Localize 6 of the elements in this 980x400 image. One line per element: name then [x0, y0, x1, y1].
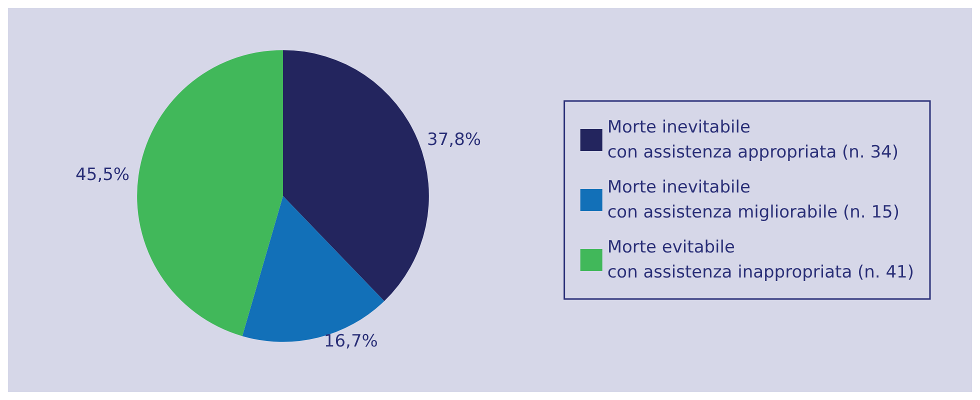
data-label: 16,7% [324, 332, 378, 352]
legend-label: Morte inevitabile con assistenza appropriata (n. 34) [607, 118, 899, 162]
data-label: 37,8% [427, 130, 482, 150]
legend-label: Morte evitabile con assistenza inappropriata (n. 41) [607, 238, 914, 282]
legend-label: Morte inevitabile con assistenza migliorabile (n. 15) [607, 178, 900, 222]
data-label: 45,5% [76, 164, 130, 185]
